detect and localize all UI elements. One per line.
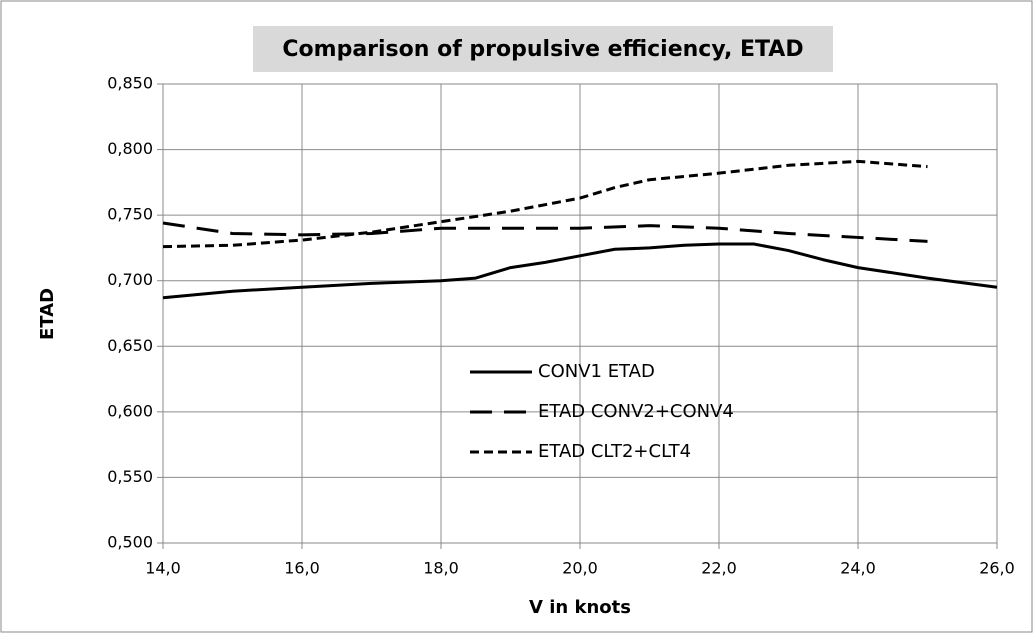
x-tick-label: 16,0 bbox=[284, 559, 320, 578]
line bbox=[162, 242, 998, 300]
y-tick-label: 0,700 bbox=[107, 270, 153, 289]
x-tick-label: 18,0 bbox=[423, 559, 459, 578]
x-tick-label: 22,0 bbox=[701, 559, 737, 578]
y-tick-label: 0,750 bbox=[107, 205, 153, 224]
x-tick-label: 24,0 bbox=[840, 559, 876, 578]
line bbox=[162, 159, 928, 249]
x-tick-label: 14,0 bbox=[145, 559, 181, 578]
legend-label: ETAD CONV2+CONV4 bbox=[538, 401, 734, 422]
y-tick-label: 0,850 bbox=[107, 74, 153, 93]
y-tick-label: 0,500 bbox=[107, 533, 153, 552]
chart-title: Comparison of propulsive efficiency, ETA… bbox=[282, 37, 803, 62]
x-tick-label: 26,0 bbox=[979, 559, 1015, 578]
line bbox=[162, 221, 928, 243]
legend-label: CONV1 ETAD bbox=[538, 361, 655, 382]
y-tick-label: 0,600 bbox=[107, 401, 153, 420]
x-axis-label: V in knots bbox=[529, 597, 631, 618]
legend-label: ETAD CLT2+CLT4 bbox=[538, 441, 691, 462]
y-axis-label: ETAD bbox=[37, 288, 58, 340]
y-tick-label: 0,550 bbox=[107, 467, 153, 486]
x-tick-label: 20,0 bbox=[562, 559, 598, 578]
y-tick-label: 0,650 bbox=[107, 336, 153, 355]
y-tick-label: 0,800 bbox=[107, 139, 153, 158]
plot-area bbox=[162, 83, 998, 544]
title-box bbox=[253, 26, 833, 72]
